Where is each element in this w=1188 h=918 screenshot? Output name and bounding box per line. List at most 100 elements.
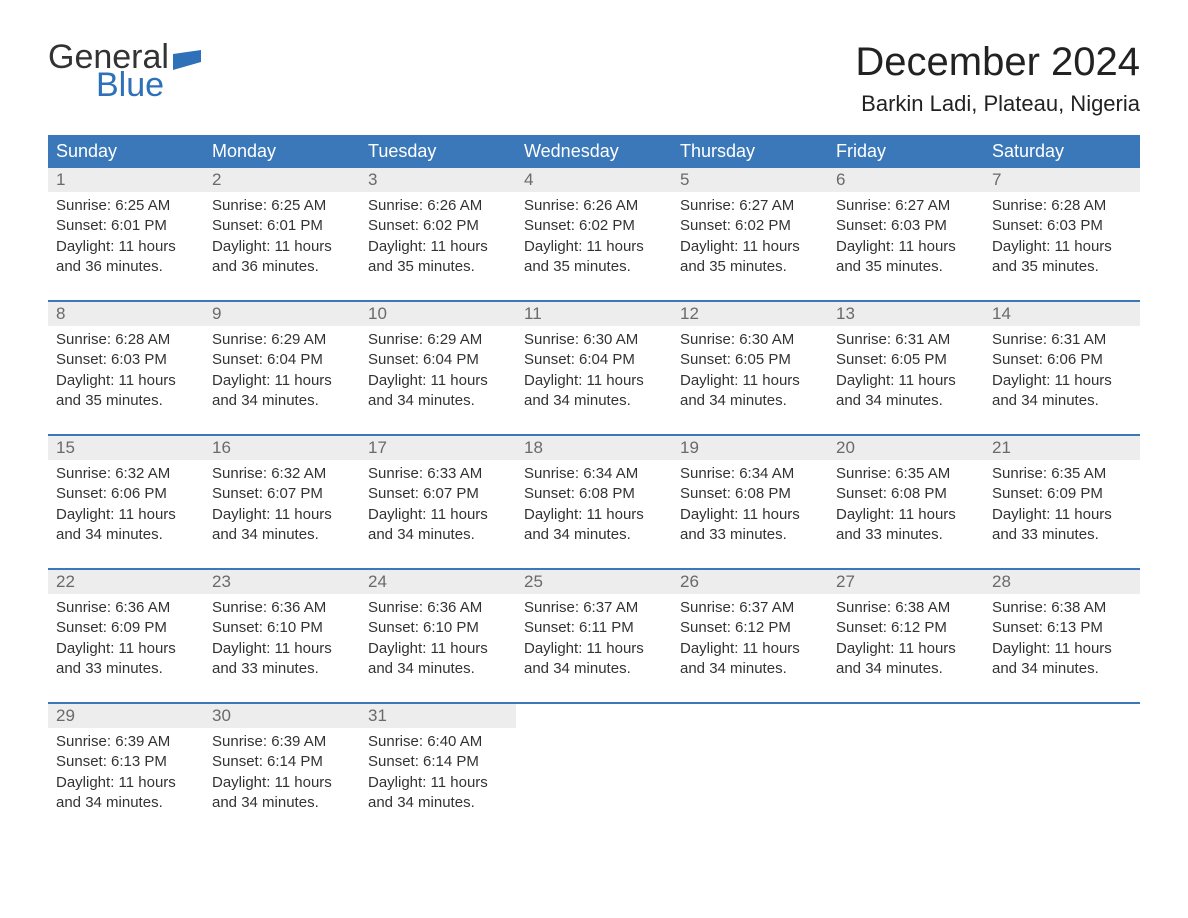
- daylight-line: Daylight: 11 hours and 34 minutes.: [836, 371, 976, 412]
- daylight-line: Daylight: 11 hours and 33 minutes.: [992, 505, 1132, 546]
- sunrise-line: Sunrise: 6:38 AM: [992, 598, 1132, 618]
- day-number: 30: [204, 704, 360, 728]
- sunrise-line: Sunrise: 6:40 AM: [368, 732, 508, 752]
- sunset-line: Sunset: 6:05 PM: [836, 350, 976, 370]
- day-cell: 30Sunrise: 6:39 AMSunset: 6:14 PMDayligh…: [204, 704, 360, 836]
- day-cell: 23Sunrise: 6:36 AMSunset: 6:10 PMDayligh…: [204, 570, 360, 703]
- daylight-line: Daylight: 11 hours and 34 minutes.: [56, 505, 196, 546]
- daylight-line: Daylight: 11 hours and 36 minutes.: [212, 237, 352, 278]
- sunrise-line: Sunrise: 6:36 AM: [212, 598, 352, 618]
- sunrise-line: Sunrise: 6:35 AM: [992, 464, 1132, 484]
- daylight-line: Daylight: 11 hours and 34 minutes.: [524, 505, 664, 546]
- day-number: 11: [516, 302, 672, 326]
- daylight-line: Daylight: 11 hours and 35 minutes.: [368, 237, 508, 278]
- day-details: Sunrise: 6:38 AMSunset: 6:12 PMDaylight:…: [828, 594, 984, 687]
- sunrise-line: Sunrise: 6:32 AM: [212, 464, 352, 484]
- daylight-line: Daylight: 11 hours and 34 minutes.: [368, 371, 508, 412]
- sunset-line: Sunset: 6:14 PM: [368, 752, 508, 772]
- day-cell: 10Sunrise: 6:29 AMSunset: 6:04 PMDayligh…: [360, 302, 516, 435]
- sunset-line: Sunset: 6:06 PM: [56, 484, 196, 504]
- daylight-line: Daylight: 11 hours and 34 minutes.: [368, 505, 508, 546]
- month-title: December 2024: [855, 40, 1140, 85]
- daylight-line: Daylight: 11 hours and 34 minutes.: [524, 371, 664, 412]
- sunset-line: Sunset: 6:05 PM: [680, 350, 820, 370]
- sunrise-line: Sunrise: 6:37 AM: [680, 598, 820, 618]
- daylight-line: Daylight: 11 hours and 35 minutes.: [680, 237, 820, 278]
- day-details: Sunrise: 6:38 AMSunset: 6:13 PMDaylight:…: [984, 594, 1140, 687]
- daylight-line: Daylight: 11 hours and 35 minutes.: [56, 371, 196, 412]
- day-number: 7: [984, 168, 1140, 192]
- daylight-line: Daylight: 11 hours and 34 minutes.: [56, 773, 196, 814]
- day-details: Sunrise: 6:28 AMSunset: 6:03 PMDaylight:…: [984, 192, 1140, 285]
- day-cell: [672, 704, 828, 836]
- day-details: Sunrise: 6:34 AMSunset: 6:08 PMDaylight:…: [672, 460, 828, 553]
- weekday-header: Thursday: [672, 135, 828, 168]
- day-details: Sunrise: 6:36 AMSunset: 6:09 PMDaylight:…: [48, 594, 204, 687]
- day-number: 31: [360, 704, 516, 728]
- calendar-table: Sunday Monday Tuesday Wednesday Thursday…: [48, 135, 1140, 836]
- sunset-line: Sunset: 6:02 PM: [680, 216, 820, 236]
- day-number: 1: [48, 168, 204, 192]
- sunset-line: Sunset: 6:12 PM: [680, 618, 820, 638]
- day-number: 16: [204, 436, 360, 460]
- sunrise-line: Sunrise: 6:34 AM: [524, 464, 664, 484]
- sunrise-line: Sunrise: 6:36 AM: [56, 598, 196, 618]
- sunrise-line: Sunrise: 6:39 AM: [212, 732, 352, 752]
- day-cell: 19Sunrise: 6:34 AMSunset: 6:08 PMDayligh…: [672, 436, 828, 569]
- day-details: Sunrise: 6:25 AMSunset: 6:01 PMDaylight:…: [204, 192, 360, 285]
- sunrise-line: Sunrise: 6:32 AM: [56, 464, 196, 484]
- day-number: 22: [48, 570, 204, 594]
- day-details: Sunrise: 6:35 AMSunset: 6:08 PMDaylight:…: [828, 460, 984, 553]
- sunset-line: Sunset: 6:09 PM: [992, 484, 1132, 504]
- weekday-header: Tuesday: [360, 135, 516, 168]
- sunset-line: Sunset: 6:03 PM: [56, 350, 196, 370]
- sunrise-line: Sunrise: 6:28 AM: [56, 330, 196, 350]
- sunrise-line: Sunrise: 6:35 AM: [836, 464, 976, 484]
- day-cell: 5Sunrise: 6:27 AMSunset: 6:02 PMDaylight…: [672, 168, 828, 301]
- week-row: 29 Sunrise: 6:39 AM Sunset: 6:13 PMDayligh…: [48, 704, 1140, 836]
- weekday-header: Saturday: [984, 135, 1140, 168]
- weekday-header: Sunday: [48, 135, 204, 168]
- day-cell: 7Sunrise: 6:28 AMSunset: 6:03 PMDaylight…: [984, 168, 1140, 301]
- week-row: 8Sunrise: 6:28 AMSunset: 6:03 PMDaylight…: [48, 302, 1140, 435]
- day-number: 14: [984, 302, 1140, 326]
- day-number: 28: [984, 570, 1140, 594]
- sunset-line: Sunset: 6:01 PM: [56, 216, 196, 236]
- sunset-line: Sunset: 6:02 PM: [368, 216, 508, 236]
- sunrise-line: Sunrise: 6:31 AM: [836, 330, 976, 350]
- day-cell: 3Sunrise: 6:26 AMSunset: 6:02 PMDaylight…: [360, 168, 516, 301]
- daylight-line: Daylight: 11 hours and 34 minutes.: [524, 639, 664, 680]
- day-cell: 9Sunrise: 6:29 AMSunset: 6:04 PMDaylight…: [204, 302, 360, 435]
- weekday-header: Friday: [828, 135, 984, 168]
- day-cell: 12Sunrise: 6:30 AMSunset: 6:05 PMDayligh…: [672, 302, 828, 435]
- daylight-line: Daylight: 11 hours and 34 minutes.: [368, 639, 508, 680]
- day-number: 29: [48, 704, 204, 728]
- day-details: Sunrise: 6:29 AMSunset: 6:04 PMDaylight:…: [360, 326, 516, 419]
- daylight-line: Daylight: 11 hours and 33 minutes.: [836, 505, 976, 546]
- sunrise-line: Sunrise: 6:34 AM: [680, 464, 820, 484]
- week-row: 15Sunrise: 6:32 AMSunset: 6:06 PMDayligh…: [48, 436, 1140, 569]
- sunset-line: Sunset: 6:04 PM: [212, 350, 352, 370]
- sunset-line: Sunset: 6:13 PM: [56, 752, 196, 772]
- sunrise-line: Sunrise: 6:36 AM: [368, 598, 508, 618]
- daylight-line: Daylight: 11 hours and 35 minutes.: [836, 237, 976, 278]
- sunset-line: Sunset: 6:04 PM: [524, 350, 664, 370]
- sunrise-line: Sunrise: 6:29 AM: [368, 330, 508, 350]
- daylight-line: Daylight: 11 hours and 35 minutes.: [992, 237, 1132, 278]
- sunrise-line: Sunrise: 6:26 AM: [368, 196, 508, 216]
- calendar-page: General Blue December 2024 Barkin Ladi, …: [0, 0, 1188, 896]
- day-cell: 24Sunrise: 6:36 AMSunset: 6:10 PMDayligh…: [360, 570, 516, 703]
- week-row: 1Sunrise: 6:25 AMSunset: 6:01 PMDaylight…: [48, 168, 1140, 301]
- day-details: Sunrise: 6:30 AMSunset: 6:04 PMDaylight:…: [516, 326, 672, 419]
- day-cell: 13Sunrise: 6:31 AMSunset: 6:05 PMDayligh…: [828, 302, 984, 435]
- day-number: 9: [204, 302, 360, 326]
- page-header: General Blue December 2024 Barkin Ladi, …: [48, 40, 1140, 117]
- day-cell: 20Sunrise: 6:35 AMSunset: 6:08 PMDayligh…: [828, 436, 984, 569]
- day-cell: [516, 704, 672, 836]
- sunrise-line: Sunrise: 6:25 AM: [212, 196, 352, 216]
- day-details: Sunrise: 6:32 AMSunset: 6:06 PMDaylight:…: [48, 460, 204, 553]
- day-details: Sunrise: 6:35 AMSunset: 6:09 PMDaylight:…: [984, 460, 1140, 553]
- sunset-line: Sunset: 6:10 PM: [212, 618, 352, 638]
- day-cell: 27Sunrise: 6:38 AMSunset: 6:12 PMDayligh…: [828, 570, 984, 703]
- sunset-line: Sunset: 6:04 PM: [368, 350, 508, 370]
